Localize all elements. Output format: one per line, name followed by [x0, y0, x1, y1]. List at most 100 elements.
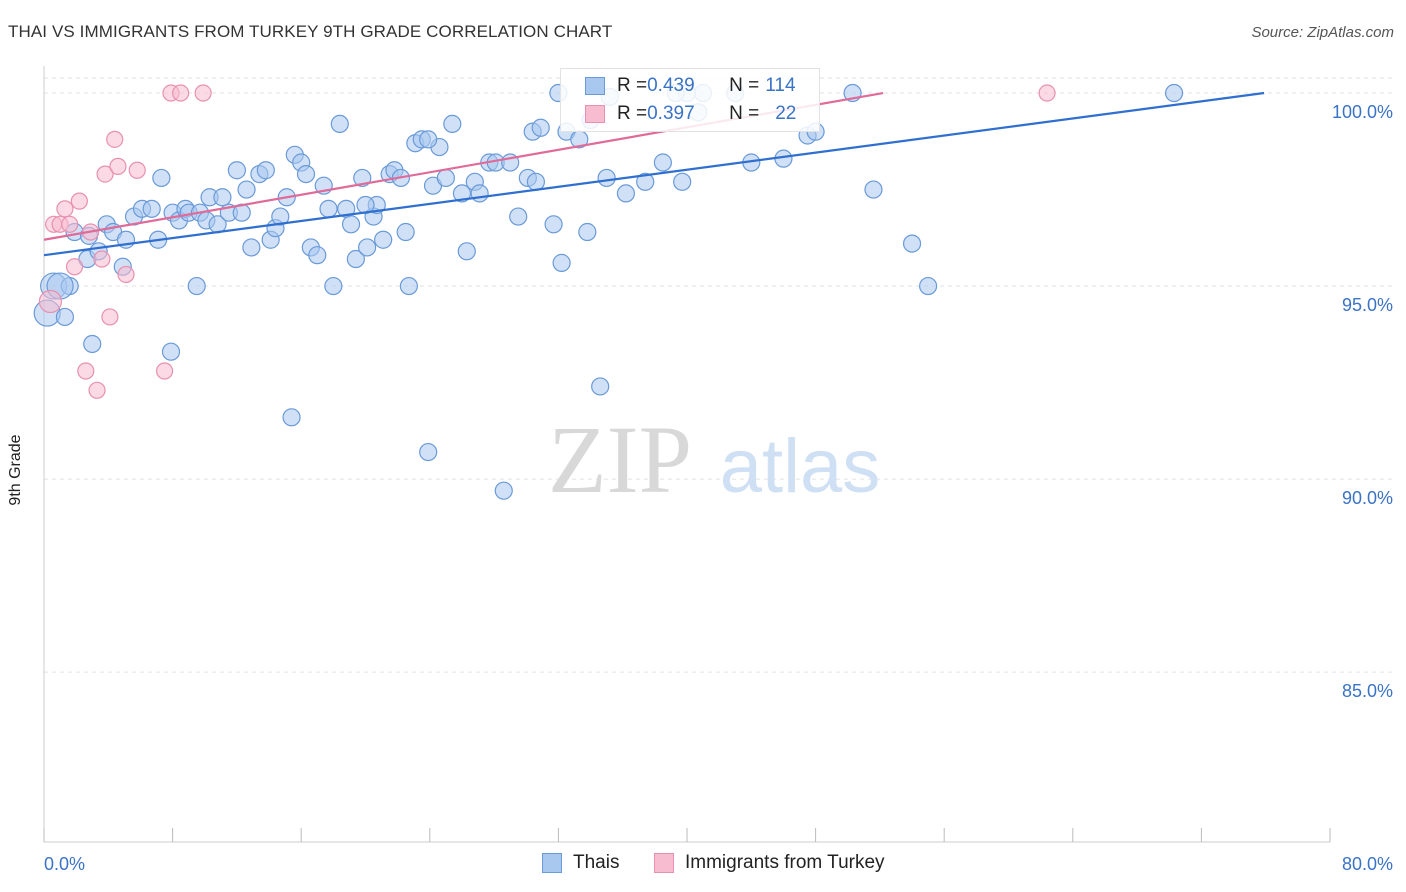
data-point-thais — [436, 168, 455, 188]
data-point-thais — [161, 342, 181, 361]
watermark: ZIP atlas — [548, 406, 880, 513]
data-point-turkey — [65, 258, 84, 276]
data-point-turkey — [101, 308, 119, 326]
data-point-thais — [419, 442, 438, 462]
data-point-thais — [358, 238, 377, 257]
data-point-turkey — [77, 362, 95, 380]
data-point-turkey — [96, 165, 114, 183]
data-point-thais — [452, 184, 472, 203]
legend-swatch-turkey — [585, 105, 605, 123]
data-point-turkey — [88, 381, 106, 399]
legend-swatch-thais — [542, 853, 562, 873]
data-point-thais — [187, 276, 206, 296]
y-tick-label: 90.0% — [1342, 488, 1393, 508]
legend-label-turkey: Immigrants from Turkey — [685, 852, 885, 873]
data-point-thais — [341, 215, 361, 234]
legend-n-label: N = — [729, 75, 760, 96]
y-tick-label: 85.0% — [1342, 681, 1393, 701]
data-point-thais — [227, 161, 246, 180]
legend-n-value: 22 — [775, 103, 797, 124]
data-point-thais — [591, 377, 610, 396]
data-point-thais — [919, 276, 938, 296]
data-point-thais — [330, 114, 349, 134]
legend-r-label: R = — [617, 103, 648, 124]
data-point-turkey — [106, 130, 124, 148]
gridlines — [44, 77, 1394, 673]
data-point-turkey — [56, 200, 74, 218]
data-point-turkey — [155, 362, 174, 380]
source-credit: Source: ZipAtlas.com — [1251, 24, 1394, 41]
data-point-thais — [864, 180, 883, 199]
data-point-thais — [636, 172, 655, 191]
legend-n-value: 114 — [765, 75, 796, 96]
data-point-thais — [324, 276, 343, 296]
data-point-thais — [552, 253, 571, 272]
legend-label-thais: Thais — [573, 852, 620, 873]
data-point-thais — [544, 215, 563, 234]
data-point-turkey — [93, 250, 111, 268]
data-point-thais — [55, 307, 74, 327]
tick-labels: 85.0% 90.0% 95.0% 100.0% 0.0% 80.0% — [44, 102, 1393, 874]
data-point-thais — [443, 114, 462, 134]
watermark-atlas: atlas — [720, 424, 881, 509]
legend-row-turkey: R = 0.397 N = 22 — [585, 101, 796, 127]
legend-swatch-turkey — [654, 853, 674, 873]
data-point-thais — [673, 172, 692, 191]
data-point-turkey — [61, 215, 79, 233]
data-point-thais — [399, 276, 419, 296]
y-tick-label: 95.0% — [1342, 295, 1393, 315]
data-point-thais — [242, 238, 261, 257]
data-point-thais — [353, 168, 372, 188]
legend-row-thais: R = 0.439 N = 114 — [585, 73, 796, 99]
data-point-turkey — [70, 192, 88, 210]
data-point-thais — [653, 153, 672, 172]
legend-r-value: 0.397 — [647, 103, 695, 124]
data-point-thais — [319, 199, 338, 218]
data-point-thais — [902, 234, 922, 253]
data-point-thais — [346, 249, 365, 269]
legend-r-value: 0.439 — [647, 75, 695, 96]
data-point-thais — [531, 118, 550, 137]
series-turkey-points — [38, 84, 1056, 399]
data-point-turkey — [109, 157, 127, 175]
y-tick-label: 100.0% — [1332, 102, 1393, 122]
data-point-thais — [509, 207, 528, 226]
data-point-thais — [282, 408, 301, 427]
data-point-thais — [419, 130, 438, 149]
correlation-legend: R = 0.439 N = 114 R = 0.397 N = 22 — [560, 68, 820, 132]
data-point-thais — [494, 481, 513, 500]
data-point-turkey — [194, 84, 212, 102]
data-point-thais — [1164, 83, 1184, 103]
trend-line-thais — [43, 91, 1265, 257]
data-point-thais — [457, 242, 476, 261]
data-point-thais — [308, 246, 327, 265]
data-point-thais — [296, 164, 316, 184]
series-legend: Thais Immigrants from Turkey — [0, 852, 1406, 878]
data-point-thais — [213, 188, 232, 207]
data-point-turkey — [172, 84, 190, 102]
legend-swatch-thais — [585, 77, 605, 95]
data-point-turkey — [128, 161, 146, 179]
legend-r-label: R = — [617, 75, 648, 96]
watermark-zip: ZIP — [548, 406, 692, 513]
data-point-thais — [271, 207, 290, 226]
data-point-thais — [526, 172, 545, 191]
legend-item-turkey[interactable]: Immigrants from Turkey — [654, 852, 885, 874]
data-point-thais — [83, 334, 102, 354]
data-point-thais — [152, 168, 171, 188]
series-thais-points — [33, 83, 1184, 500]
data-point-thais — [142, 199, 161, 218]
axes — [43, 66, 1331, 843]
data-point-thais — [237, 180, 256, 199]
data-point-thais — [374, 230, 393, 249]
data-point-thais — [396, 222, 415, 242]
data-point-turkey — [1038, 84, 1056, 102]
x-tick-label: 80.0% — [1342, 854, 1393, 874]
data-point-thais — [597, 168, 616, 188]
data-point-thais — [616, 184, 636, 203]
data-point-thais — [578, 222, 597, 242]
data-point-turkey — [38, 289, 63, 314]
data-point-turkey — [117, 265, 135, 284]
legend-item-thais[interactable]: Thais — [542, 852, 619, 874]
